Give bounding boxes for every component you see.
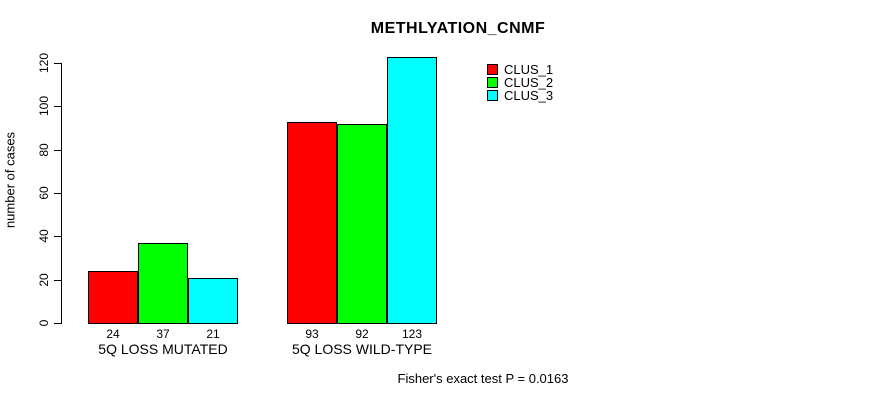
legend-label-clus-3: CLUS_3 (504, 88, 554, 103)
y-tick (54, 63, 61, 64)
legend-label-clus-2: CLUS_2 (504, 75, 554, 90)
chart-title: METHLYATION_CNMF (370, 20, 546, 37)
legend-item-clus-3: CLUS_3 (487, 88, 554, 103)
bar-value-label: 24 (106, 327, 120, 341)
bar-value-label: 21 (206, 327, 220, 341)
y-tick-label: 60 (37, 186, 51, 200)
bar-clus-2-group2 (337, 123, 387, 324)
y-tick-label: 100 (37, 96, 51, 117)
y-axis-line (61, 63, 62, 324)
y-tick (54, 106, 61, 108)
legend: CLUS_1 CLUS_2 CLUS_3 (487, 62, 554, 103)
y-tick (54, 236, 61, 238)
bar-value-label: 93 (305, 327, 319, 341)
bar-clus-1-group2 (287, 121, 337, 324)
y-tick (54, 149, 61, 151)
bar-clus-3-group2 (387, 56, 437, 324)
y-tick (54, 279, 61, 281)
legend-label-clus-1: CLUS_1 (504, 62, 554, 77)
category-label-group1: 5Q LOSS MUTATED (98, 341, 228, 357)
legend-item-clus-1: CLUS_1 (487, 62, 554, 77)
y-tick-label: 40 (37, 229, 51, 244)
bar-clus-1-group1 (88, 271, 138, 324)
y-tick (54, 193, 61, 194)
bar-value-label: 123 (401, 327, 423, 341)
category-label-group2: 5Q LOSS WILD-TYPE (291, 341, 433, 357)
statistical-test-note: Fisher's exact test P = 0.0163 (397, 371, 569, 386)
bar-value-label: 92 (355, 327, 369, 341)
y-tick (54, 323, 61, 324)
y-tick-label: 0 (37, 319, 51, 327)
bar-clus-2-group1 (138, 242, 188, 324)
legend-swatch-clus-3 (487, 90, 498, 101)
bar-clus-3-group1 (188, 277, 238, 324)
legend-item-clus-2: CLUS_2 (487, 75, 554, 90)
y-tick-label: 120 (37, 52, 51, 74)
y-tick-label: 20 (37, 272, 51, 287)
legend-swatch-clus-2 (487, 77, 498, 88)
legend-swatch-clus-1 (487, 64, 498, 75)
y-tick-label: 80 (37, 142, 51, 157)
bar-value-label: 37 (156, 327, 170, 341)
